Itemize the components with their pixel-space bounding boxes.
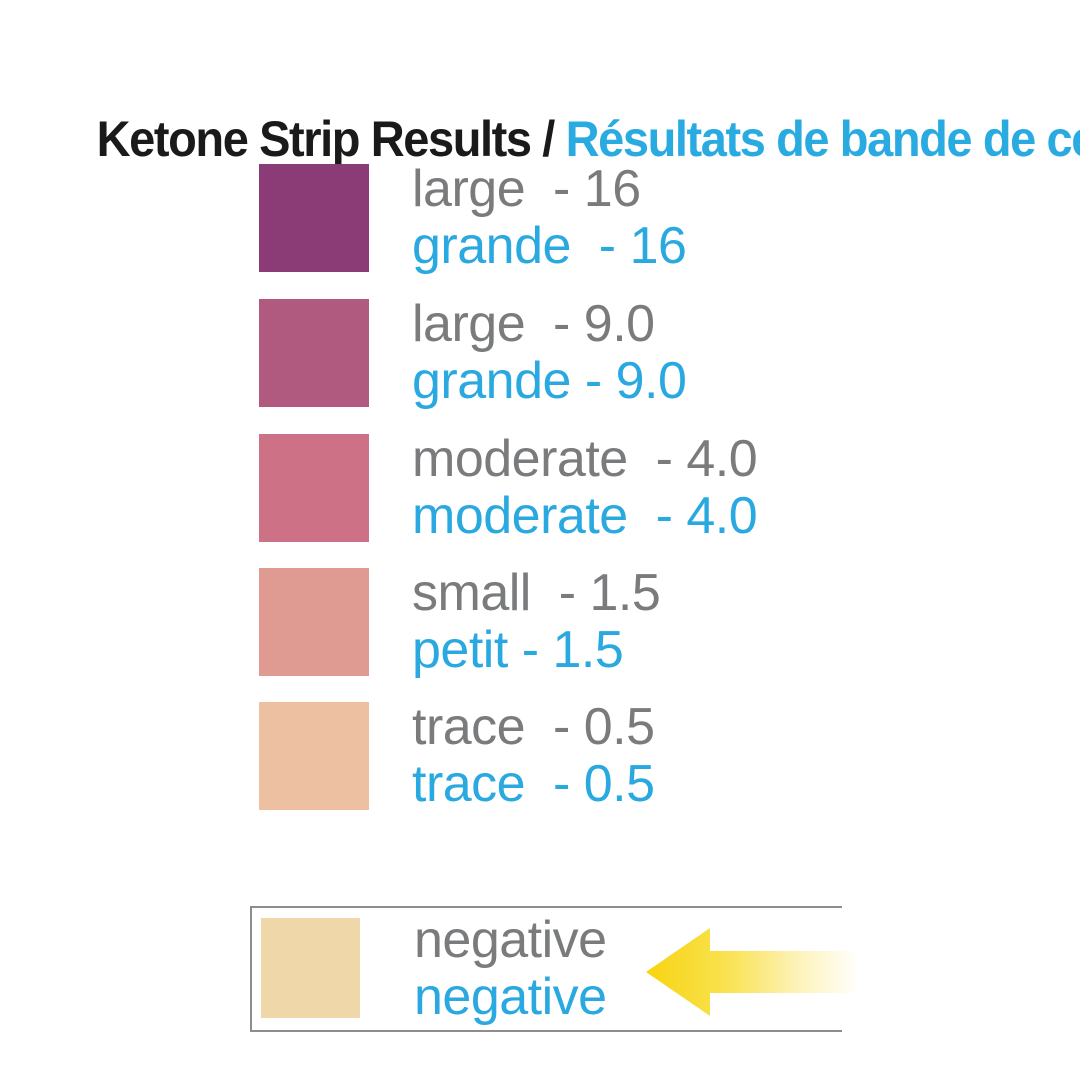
label-french: negative [414, 968, 607, 1026]
page-title: Ketone Strip Results / Résultats de band… [50, 52, 1080, 226]
color-swatch-large-9 [259, 299, 369, 407]
color-swatch-negative [261, 918, 360, 1018]
color-swatch-small-1-5 [259, 568, 369, 676]
label-english: moderate - 4.0 [412, 430, 758, 488]
color-swatch-large-16 [259, 164, 369, 272]
row-labels: large - 9.0 grande - 9.0 [412, 295, 687, 410]
color-swatch-trace-0-5 [259, 702, 369, 810]
legend-row-large-9: large - 9.0 grande - 9.0 [259, 295, 959, 410]
left-arrow-icon [646, 928, 860, 1016]
row-labels: negative negative [414, 912, 607, 1026]
label-english: trace - 0.5 [412, 698, 655, 756]
row-labels: large - 16 grande - 16 [412, 160, 687, 275]
legend-row-small-1-5: small - 1.5 petit - 1.5 [259, 564, 959, 679]
legend-row-large-16: large - 16 grande - 16 [259, 160, 959, 275]
label-french: trace - 0.5 [412, 755, 655, 813]
legend-row-moderate-4: moderate - 4.0 moderate - 4.0 [259, 430, 959, 545]
label-french: grande - 9.0 [412, 352, 687, 410]
legend-row-trace-0-5: trace - 0.5 trace - 0.5 [259, 699, 959, 813]
title-french: Résultats de bande de cétone [565, 111, 1080, 167]
row-labels: trace - 0.5 trace - 0.5 [412, 699, 655, 813]
title-english: Ketone Strip Results / [96, 111, 566, 167]
label-french: grande - 16 [412, 217, 687, 275]
label-english: large - 16 [412, 160, 641, 218]
negative-result-box: negative negative [250, 906, 842, 1032]
label-french: moderate - 4.0 [412, 487, 758, 545]
row-labels: small - 1.5 petit - 1.5 [412, 564, 661, 679]
label-english: negative [414, 911, 607, 969]
label-french: petit - 1.5 [412, 621, 624, 679]
label-english: small - 1.5 [412, 564, 661, 622]
row-labels: moderate - 4.0 moderate - 4.0 [412, 430, 758, 545]
label-english: large - 9.0 [412, 295, 655, 353]
color-swatch-moderate-4 [259, 434, 369, 542]
